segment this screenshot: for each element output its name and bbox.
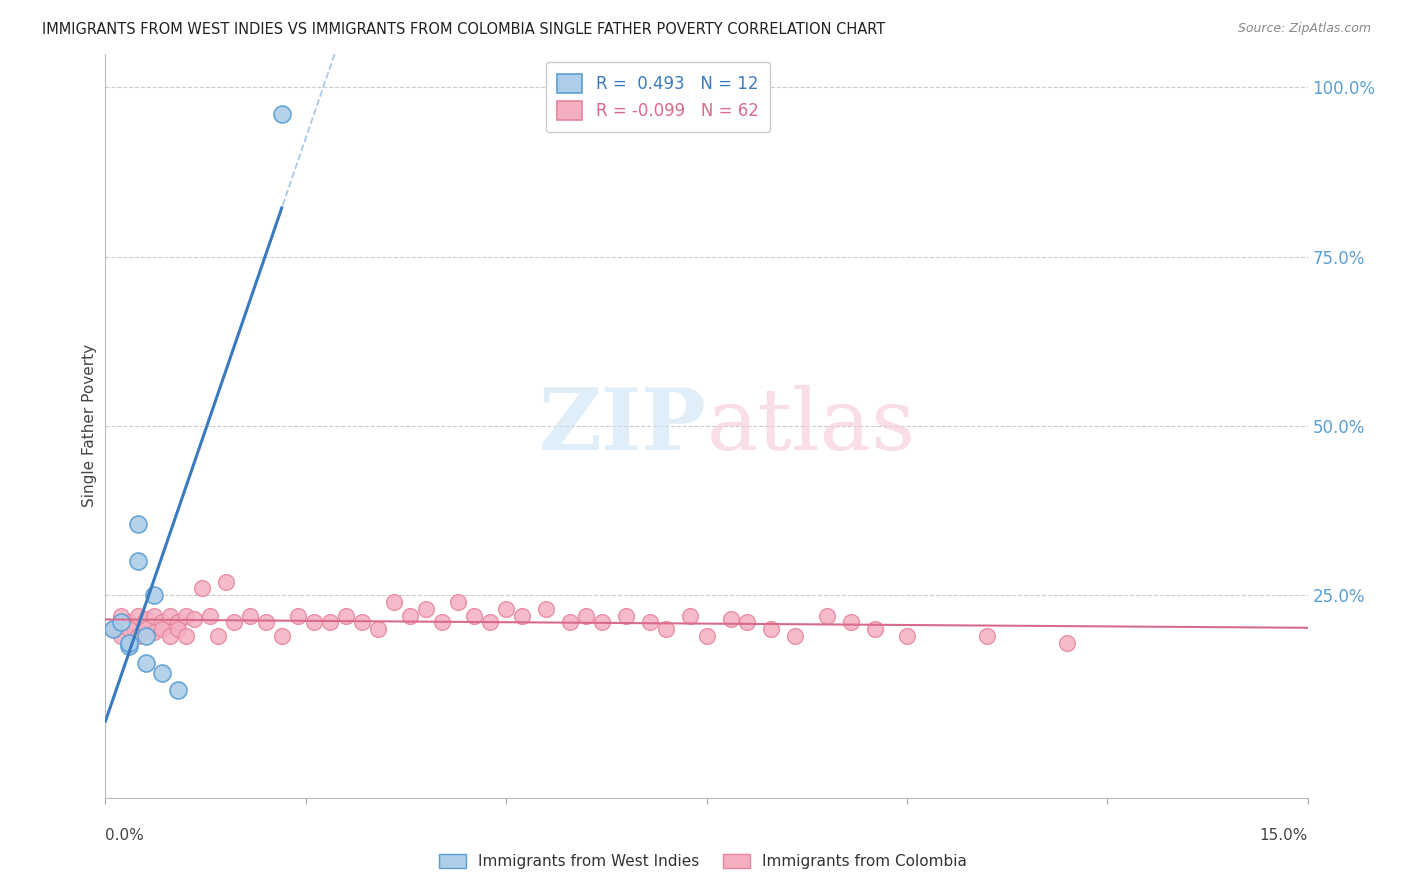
Point — [591, 615, 613, 630]
Point — [463, 608, 485, 623]
Point — [720, 612, 742, 626]
Point — [166, 683, 188, 698]
Point — [319, 615, 342, 630]
Point — [198, 608, 221, 623]
Point — [142, 608, 165, 623]
Point — [174, 608, 197, 623]
Point — [166, 615, 188, 630]
Point — [142, 625, 165, 640]
Point — [696, 629, 718, 643]
Point — [335, 608, 357, 623]
Point — [110, 629, 132, 643]
Text: 15.0%: 15.0% — [1260, 828, 1308, 843]
Point — [815, 608, 838, 623]
Point — [560, 615, 582, 630]
Point — [510, 608, 533, 623]
Point — [575, 608, 598, 623]
Point — [655, 622, 678, 636]
Point — [207, 629, 229, 643]
Point — [118, 622, 141, 636]
Point — [127, 554, 149, 568]
Point — [270, 629, 292, 643]
Point — [174, 629, 197, 643]
Point — [166, 622, 188, 636]
Point — [367, 622, 389, 636]
Point — [863, 622, 886, 636]
Point — [534, 601, 557, 615]
Point — [759, 622, 782, 636]
Y-axis label: Single Father Poverty: Single Father Poverty — [82, 344, 97, 508]
Point — [142, 588, 165, 602]
Point — [254, 615, 277, 630]
Point — [118, 639, 141, 653]
Point — [118, 635, 141, 649]
Point — [239, 608, 262, 623]
Point — [103, 622, 125, 636]
Point — [135, 612, 157, 626]
Text: ZIP: ZIP — [538, 384, 707, 468]
Point — [447, 595, 470, 609]
Point — [479, 615, 502, 630]
Point — [1056, 635, 1078, 649]
Point — [127, 517, 149, 532]
Point — [159, 608, 181, 623]
Point — [350, 615, 373, 630]
Point — [270, 107, 292, 121]
Point — [976, 629, 998, 643]
Point — [495, 601, 517, 615]
Point — [783, 629, 806, 643]
Point — [640, 615, 662, 630]
Legend: R =  0.493   N = 12, R = -0.099   N = 62: R = 0.493 N = 12, R = -0.099 N = 62 — [546, 62, 770, 132]
Point — [127, 608, 149, 623]
Point — [135, 622, 157, 636]
Point — [214, 574, 236, 589]
Point — [118, 615, 141, 630]
Legend: Immigrants from West Indies, Immigrants from Colombia: Immigrants from West Indies, Immigrants … — [433, 848, 973, 875]
Point — [415, 601, 437, 615]
Text: atlas: atlas — [707, 384, 915, 467]
Point — [616, 608, 638, 623]
Point — [159, 629, 181, 643]
Point — [190, 582, 212, 596]
Point — [735, 615, 758, 630]
Point — [430, 615, 453, 630]
Point — [222, 615, 245, 630]
Point — [183, 612, 205, 626]
Point — [110, 615, 132, 630]
Point — [135, 629, 157, 643]
Point — [287, 608, 309, 623]
Point — [150, 622, 173, 636]
Text: Source: ZipAtlas.com: Source: ZipAtlas.com — [1237, 22, 1371, 36]
Point — [150, 615, 173, 630]
Point — [679, 608, 702, 623]
Text: IMMIGRANTS FROM WEST INDIES VS IMMIGRANTS FROM COLOMBIA SINGLE FATHER POVERTY CO: IMMIGRANTS FROM WEST INDIES VS IMMIGRANT… — [42, 22, 886, 37]
Point — [839, 615, 862, 630]
Point — [103, 622, 125, 636]
Point — [150, 666, 173, 681]
Point — [110, 608, 132, 623]
Point — [302, 615, 325, 630]
Point — [896, 629, 918, 643]
Point — [399, 608, 422, 623]
Point — [135, 656, 157, 670]
Text: 0.0%: 0.0% — [105, 828, 145, 843]
Point — [382, 595, 405, 609]
Point — [127, 629, 149, 643]
